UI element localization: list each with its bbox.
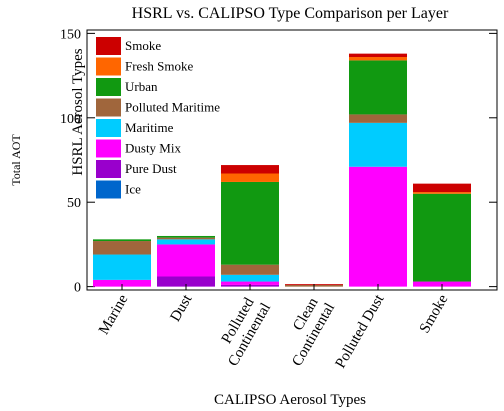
x-tick-label: Dust	[167, 291, 195, 324]
legend-swatch	[96, 98, 121, 117]
legend-swatch	[96, 119, 121, 137]
legend-swatch	[96, 160, 121, 178]
bar-segment	[349, 166, 407, 287]
bar-segment	[93, 254, 151, 280]
plot-frame	[86, 29, 498, 291]
bar-segment	[157, 239, 215, 245]
bar-segment	[221, 281, 279, 285]
x-tick-label: Polluted Dust	[333, 291, 388, 371]
bar-segment	[413, 192, 471, 194]
legend-swatch	[96, 180, 121, 199]
bar-segment	[221, 165, 279, 174]
bar-segment	[221, 173, 279, 182]
legend-swatch	[96, 37, 121, 55]
legend-label: Maritime	[125, 120, 174, 135]
legend-title: HSRL Aerosol Types	[70, 48, 86, 175]
bar-segment	[413, 183, 471, 193]
y-tick-label: 50	[67, 196, 81, 211]
legend-label: Polluted Maritime	[125, 100, 220, 115]
legend-label: Ice	[125, 182, 141, 197]
bar-segment	[221, 264, 279, 275]
bar-segment	[93, 279, 151, 287]
bar-segment	[157, 276, 215, 287]
bar-segment	[349, 57, 407, 61]
bar-segment	[157, 237, 215, 240]
bar-segment	[413, 193, 471, 282]
legend-swatch	[96, 139, 121, 158]
bar-segment	[221, 274, 279, 282]
x-tick-label: Smoke	[417, 292, 452, 336]
legend-swatch	[96, 57, 121, 76]
legend-label: Dusty Mix	[125, 141, 181, 156]
bar-segment	[93, 239, 151, 242]
y-tick-label: 0	[74, 281, 81, 296]
y-tick-label: 100	[60, 112, 81, 127]
legend-label: Smoke	[125, 38, 161, 53]
bar-segment	[93, 241, 151, 255]
y-axis-label: Total AOT	[9, 134, 23, 186]
legend-label: Fresh Smoke	[125, 59, 193, 74]
x-axis-label: CALIPSO Aerosol Types	[214, 392, 366, 408]
bar-segment	[349, 122, 407, 167]
legend-label: Pure Dust	[125, 161, 177, 176]
bar-segment	[349, 60, 407, 115]
bar-segment	[349, 53, 407, 58]
bar-segment	[157, 244, 215, 277]
legend-label: Urban	[125, 79, 158, 94]
x-tick-label: Marine	[96, 292, 132, 338]
y-tick-label: 150	[60, 27, 81, 42]
x-tick-label: Polluted Continental	[211, 292, 275, 369]
legend-swatch	[96, 78, 121, 96]
bar-segment	[349, 114, 407, 123]
x-tick-label: Clean Continental	[275, 292, 339, 369]
bar-segment	[221, 181, 279, 265]
bar-segment	[157, 235, 215, 238]
chart-title: HSRL vs. CALIPSO Type Comparison per Lay…	[132, 5, 449, 22]
